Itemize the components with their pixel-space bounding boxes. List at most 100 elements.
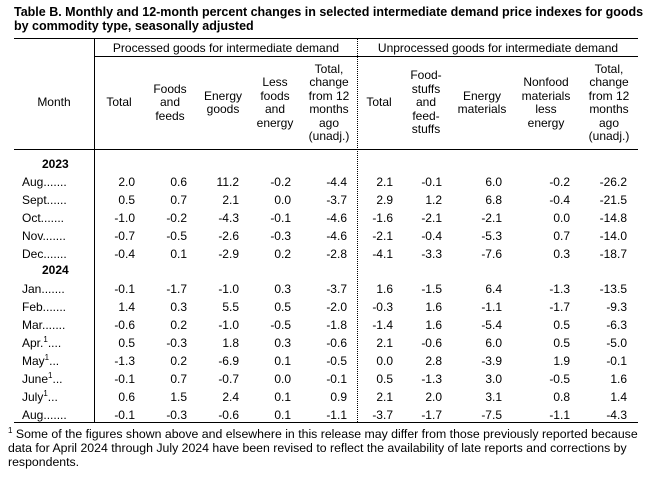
col-header-energy-materials: Energy materials [457, 88, 507, 116]
month-label: July [22, 390, 44, 404]
cell-processed-total: -0.1 [114, 282, 135, 296]
table-row: Sept...... 0.5 0.7 2.1 0.0 -3.7 2.9 1.2 6.8 -0.4 -… [14, 191, 638, 209]
cell-unprocessed-12m: -6.3 [606, 318, 627, 332]
cell-less-foods-energy: 0.5 [274, 300, 291, 314]
month-label: May [22, 354, 45, 368]
cell-unprocessed-total: -1.4 [372, 318, 393, 332]
cell-unprocessed-total: 2.1 [376, 390, 393, 404]
cell-processed-12m: -0.1 [326, 372, 347, 386]
col-header-unprocessed-12m: Total, change from 12 months ago (unadj.… [588, 61, 630, 143]
cell-energy-goods: -2.9 [218, 247, 239, 261]
cell-unprocessed-total: -3.7 [372, 408, 393, 422]
cell-nonfood-materials: -1.1 [549, 408, 570, 422]
cell-nonfood-materials: -0.4 [549, 193, 570, 207]
month-footnote-marker: 1 [43, 335, 48, 344]
cell-unprocessed-12m: -4.3 [606, 408, 627, 422]
cell-energy-materials: 3.1 [485, 390, 502, 404]
month-label: Mar. [22, 318, 46, 332]
cell-processed-total: 0.5 [118, 193, 135, 207]
leader-dots: .... [47, 336, 62, 350]
month-label: Aug. [22, 408, 47, 422]
cell-foods-feeds: -1.7 [166, 282, 187, 296]
cell-less-foods-energy: -0.5 [270, 318, 291, 332]
cell-foods-feeds: 0.7 [170, 372, 187, 386]
cell-energy-materials: -7.5 [481, 408, 502, 422]
cell-energy-goods: 2.1 [222, 193, 239, 207]
cell-energy-goods: 11.2 [216, 175, 239, 189]
cell-unprocessed-12m: 1.4 [610, 390, 627, 404]
month-cell: Dec....... [22, 245, 67, 263]
cell-energy-materials: -2.1 [481, 211, 502, 225]
cell-processed-12m: -2.0 [326, 300, 347, 314]
leader-dots: ...... [45, 318, 66, 332]
leader-dots: ...... [46, 300, 67, 314]
cell-less-foods-energy: -0.3 [270, 229, 291, 243]
cell-unprocessed-12m: -26.2 [599, 175, 627, 189]
cell-foodstuffs: 1.2 [425, 193, 442, 207]
leader-dots: ...... [46, 408, 67, 422]
cell-energy-goods: -1.0 [218, 318, 239, 332]
cell-energy-goods: 2.4 [222, 390, 239, 404]
cell-unprocessed-12m: -14.0 [599, 229, 627, 243]
group-header-processed: Processed goods for intermediate demand [112, 41, 340, 55]
leader-dots: ...... [44, 211, 65, 225]
cell-foodstuffs: -1.7 [421, 408, 442, 422]
cell-foods-feeds: -0.3 [166, 408, 187, 422]
month-label: Nov. [22, 229, 46, 243]
cell-less-foods-energy: 0.1 [274, 354, 291, 368]
month-label: Aug. [22, 175, 47, 189]
cell-energy-materials: 6.0 [485, 336, 502, 350]
cell-nonfood-materials: 0.5 [553, 336, 570, 350]
table-row: Dec....... -0.4 0.1 -2.9 0.2 -2.8 -4.1 -3.3 -7.6… [14, 245, 638, 263]
cell-processed-total: 0.6 [118, 390, 135, 404]
cell-foods-feeds: 0.2 [170, 318, 187, 332]
cell-foodstuffs: -2.1 [421, 211, 442, 225]
cell-energy-materials: 6.4 [485, 282, 502, 296]
month-label: Feb. [22, 300, 47, 314]
table-row: Nov....... -0.7 -0.5 -2.6 -0.3 -4.6 -2.1 -0.4 -5… [14, 227, 638, 245]
cell-processed-total: -0.4 [114, 247, 135, 261]
cell-nonfood-materials: 1.9 [553, 354, 570, 368]
cell-energy-materials: -3.9 [481, 354, 502, 368]
cell-foodstuffs: 2.0 [425, 390, 442, 404]
cell-less-foods-energy: 0.0 [274, 193, 291, 207]
leader-dots: ... [52, 372, 63, 386]
cell-nonfood-materials: -1.7 [549, 300, 570, 314]
cell-energy-materials: -1.1 [481, 300, 502, 314]
cell-foodstuffs: -1.3 [421, 372, 442, 386]
month-cell: May1... [22, 352, 59, 370]
cell-processed-12m: -1.1 [326, 408, 347, 422]
cell-processed-12m: -2.8 [326, 247, 347, 261]
cell-processed-total: -0.1 [114, 372, 135, 386]
cell-energy-goods: -4.3 [218, 211, 239, 225]
month-column-rule [94, 39, 95, 422]
month-cell: Apr.1.... [22, 334, 61, 352]
cell-unprocessed-total: 2.9 [376, 193, 393, 207]
leader-dots: ..... [50, 193, 67, 207]
cell-energy-goods: -2.6 [218, 229, 239, 243]
cell-processed-total: 0.5 [118, 336, 135, 350]
table-row: June1... -0.1 0.7 -0.7 0.0 -0.1 0.5 -1.3 3.0 -0.5… [14, 370, 638, 388]
cell-less-foods-energy: 0.1 [274, 390, 291, 404]
cell-processed-total: -0.1 [114, 408, 135, 422]
col-header-unprocessed-total: Total [366, 95, 392, 110]
col-header-less-foods-energy: Less foods and energy [256, 75, 294, 130]
cell-foodstuffs: -3.3 [421, 247, 442, 261]
col-header-month: Month [37, 95, 71, 110]
month-cell: Jan....... [22, 280, 65, 298]
cell-energy-goods: -0.7 [218, 372, 239, 386]
leader-dots: ... [47, 390, 58, 404]
cell-processed-12m: -1.8 [326, 318, 347, 332]
cell-energy-goods: -6.9 [218, 354, 239, 368]
cell-energy-goods: -1.0 [218, 282, 239, 296]
month-cell: June1... [22, 370, 63, 388]
month-label: Dec. [22, 247, 47, 261]
footnote-marker: 1 [8, 425, 13, 435]
cell-unprocessed-12m: 1.6 [610, 372, 627, 386]
month-cell: Oct....... [22, 209, 64, 227]
cell-unprocessed-12m: -21.5 [599, 193, 627, 207]
cell-nonfood-materials: 0.5 [553, 318, 570, 332]
cell-nonfood-materials: -1.3 [549, 282, 570, 296]
group-header-rule [94, 56, 638, 57]
cell-nonfood-materials: 0.7 [553, 229, 570, 243]
